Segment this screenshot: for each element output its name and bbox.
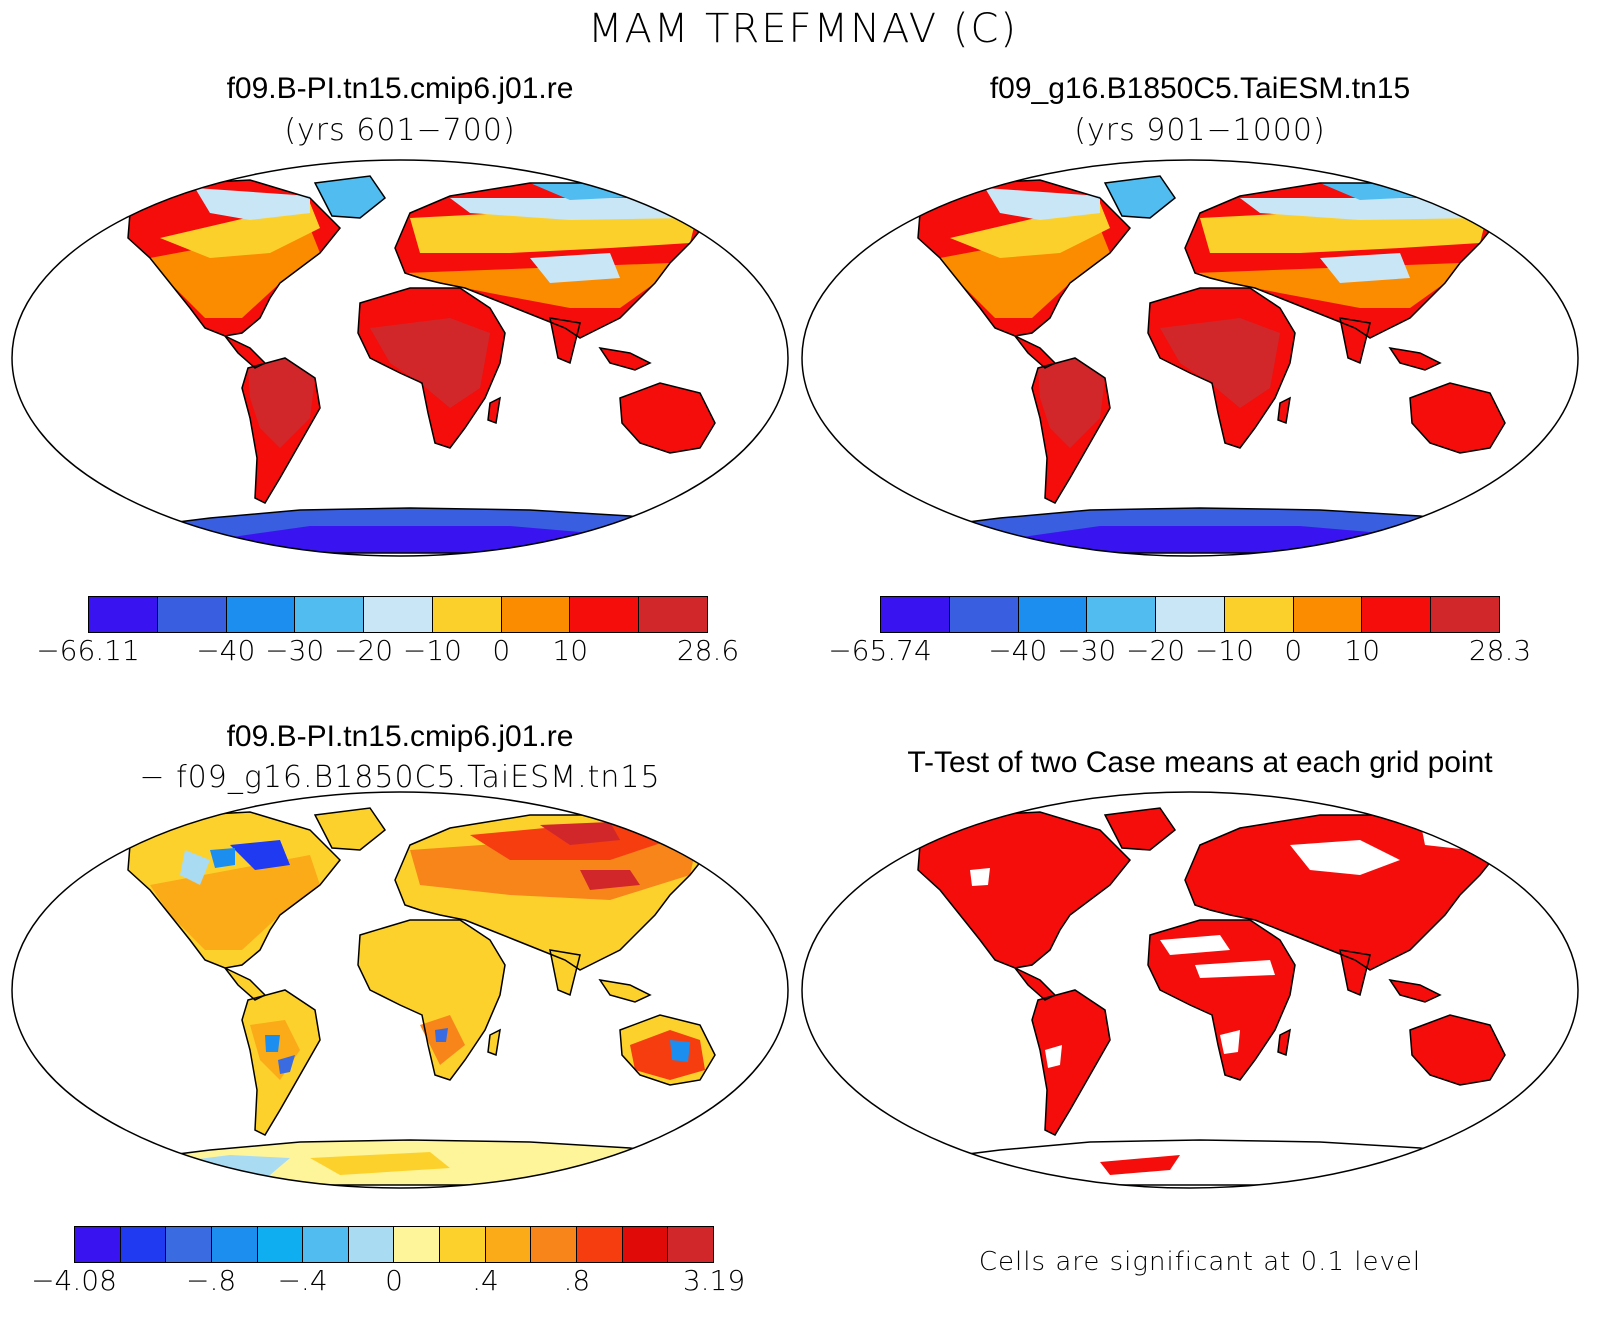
colorbar-tick-label: −20 (1126, 634, 1186, 667)
colorbar-tick-label: −10 (402, 634, 462, 667)
colorbar-cell (440, 1227, 486, 1262)
colorbar-cell (622, 1227, 669, 1262)
colorbar-cell (303, 1227, 349, 1262)
colorbar-tick-label: −40 (196, 634, 256, 667)
colorbar-cell (432, 597, 502, 632)
colorbar-cell (639, 597, 708, 632)
colorbar-tick-label: 0 (492, 634, 511, 667)
colorbar-tick-label: .4 (472, 1264, 499, 1297)
colorbar-bottom-left (74, 1226, 714, 1263)
colorbar-cell (75, 1227, 121, 1262)
colorbar-cell (211, 1227, 258, 1262)
map-top-left (11, 159, 789, 557)
colorbar-tick-label: 10 (552, 634, 589, 667)
colorbar-tick-label: −10 (1194, 634, 1254, 667)
panel-title-top-left: f09.B-PI.tn15.cmip6.j01.re (226, 72, 574, 105)
colorbar-cell (348, 1227, 395, 1262)
colorbar-tick-label: 28.6 (676, 634, 740, 667)
colorbar-cell (501, 597, 571, 632)
colorbar-cell (1431, 597, 1500, 632)
colorbar-top-right (880, 596, 1500, 633)
colorbar-tick-label: −30 (1057, 634, 1117, 667)
colorbar-cell (1087, 597, 1157, 632)
map-bottom-right (801, 791, 1579, 1189)
panel-subtitle-bottom-left: − f09_g16.B1850C5.TaiESM.tn15 (139, 760, 661, 795)
panel-subtitle-top-right: (yrs 901−1000) (1074, 113, 1326, 148)
colorbar-tick-label: −40 (988, 634, 1048, 667)
colorbar-cell (295, 597, 365, 632)
colorbar-cell (226, 597, 296, 632)
colorbar-cell (1293, 597, 1363, 632)
colorbar-cell (881, 597, 950, 632)
colorbar-cell (257, 1227, 304, 1262)
colorbar-cell (1156, 597, 1225, 632)
colorbar-tick-label: 10 (1344, 634, 1381, 667)
colorbar-cell (485, 1227, 532, 1262)
colorbar-cell (531, 1227, 578, 1262)
colorbar-cell (668, 1227, 713, 1262)
colorbar-cell (1362, 597, 1432, 632)
colorbar-tick-label: .8 (563, 1264, 591, 1297)
colorbar-tick-label: 0 (385, 1264, 403, 1297)
colorbar-tick-label: −.8 (186, 1264, 237, 1297)
colorbar-cell (1018, 597, 1088, 632)
colorbar-tick-label: −.4 (277, 1264, 328, 1297)
map-bottom-left (11, 791, 789, 1189)
colorbar-cell (949, 597, 1019, 632)
colorbar-tick-label: 0 (1284, 634, 1303, 667)
colorbar-cell (120, 1227, 167, 1262)
colorbar-cell (157, 597, 227, 632)
colorbar-tick-label: −4.08 (31, 1264, 117, 1297)
colorbar-tick-label: −66.11 (36, 634, 140, 667)
colorbar-cell (364, 597, 433, 632)
colorbar-cell (166, 1227, 212, 1262)
panel-subtitle-top-left: (yrs 601−700) (284, 113, 516, 148)
colorbar-tick-label: −30 (265, 634, 325, 667)
colorbar-cell (1224, 597, 1294, 632)
panel-title-bottom-left: f09.B-PI.tn15.cmip6.j01.re (226, 720, 574, 753)
significance-note: Cells are significant at 0.1 level (978, 1247, 1422, 1277)
panel-title-top-right: f09_g16.B1850C5.TaiESM.tn15 (989, 72, 1411, 105)
colorbar-cell (89, 597, 158, 632)
figure-title: MAM TREFMNAV (C) (587, 6, 1019, 52)
colorbar-tick-label: 3.19 (682, 1264, 746, 1297)
colorbar-cell (570, 597, 640, 632)
colorbar-cell (577, 1227, 623, 1262)
colorbar-tick-label: −65.74 (828, 634, 932, 667)
colorbar-tick-label: 28.3 (1468, 634, 1532, 667)
colorbar-tick-label: −20 (334, 634, 394, 667)
colorbar-top-left (88, 596, 708, 633)
map-top-right (801, 159, 1579, 557)
colorbar-cell (394, 1227, 441, 1262)
panel-title-bottom-right: T-Test of two Case means at each grid po… (907, 746, 1493, 779)
